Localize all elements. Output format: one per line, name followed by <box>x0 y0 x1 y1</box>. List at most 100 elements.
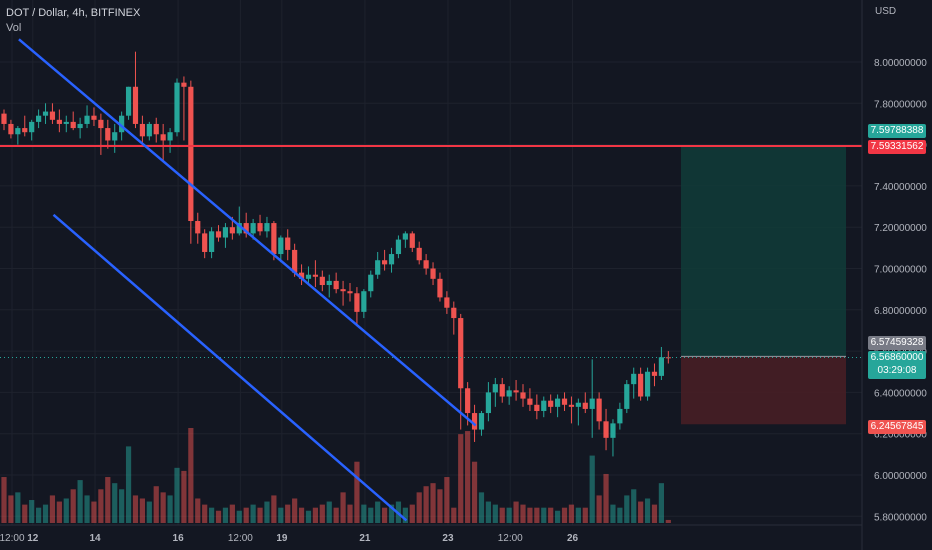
candle-body <box>382 260 388 265</box>
volume-bar <box>1 477 7 523</box>
price-tick-label: 5.80000000 <box>874 512 927 523</box>
volume-bar <box>610 504 616 523</box>
volume-bar <box>132 495 139 523</box>
volume-bar <box>56 501 62 523</box>
volume-bar <box>471 461 478 523</box>
volume-bar <box>319 504 325 523</box>
volume-bar <box>84 495 90 523</box>
candle-body <box>368 274 374 292</box>
channel-upper-line <box>18 38 477 427</box>
price-tick-label: 6.80000000 <box>874 306 927 317</box>
candle-body <box>409 233 415 248</box>
volume-bar <box>568 504 575 523</box>
axes <box>0 0 863 550</box>
volume-bar <box>561 507 568 523</box>
volume-bar <box>409 504 415 523</box>
candle-body <box>305 274 312 279</box>
candle-body <box>56 119 62 124</box>
candle-body <box>236 223 242 234</box>
candle-body <box>15 128 21 135</box>
volume-bar <box>215 510 222 523</box>
volume-bar <box>229 504 235 523</box>
candle-body <box>458 318 464 389</box>
candle-body <box>125 86 132 116</box>
volume-bar <box>423 486 429 523</box>
time-tick-label: 14 <box>89 533 101 544</box>
volume-bar <box>541 507 547 523</box>
volume-bar <box>492 504 498 523</box>
candle-body <box>492 384 498 393</box>
candle-body <box>319 276 325 286</box>
chart-legend: DOT / Dollar, 4h, BITFINEX Vol <box>6 6 140 36</box>
volume-bar <box>8 495 14 523</box>
volume-bar <box>312 507 318 523</box>
candle-body <box>555 398 561 407</box>
bar-countdown: 03:29:08 <box>877 365 917 376</box>
volume-bar <box>555 510 561 523</box>
volume-bar <box>278 507 284 523</box>
volume-bar <box>596 495 602 523</box>
volume-bar <box>236 510 242 523</box>
volume-bar <box>651 504 658 523</box>
candle-body <box>36 115 42 122</box>
candle-body <box>153 123 159 135</box>
volume-bar <box>437 489 443 523</box>
volume-bar <box>36 507 42 523</box>
candle-body <box>250 223 256 234</box>
volume-bar <box>499 507 505 523</box>
volume-bar <box>167 495 173 523</box>
candle-body <box>603 421 609 438</box>
volume-bar <box>534 507 540 523</box>
candle-body <box>354 293 360 312</box>
volume-bar <box>444 477 450 523</box>
volume-bar <box>575 507 581 523</box>
candle-body <box>105 128 111 141</box>
volume-bar <box>243 507 249 523</box>
volume-label[interactable]: Vol <box>6 22 22 34</box>
volume-bar <box>153 486 159 523</box>
candle-body <box>49 111 56 120</box>
currency-label: USD <box>875 6 897 17</box>
candle-body <box>361 291 367 312</box>
volume-bar <box>188 428 194 523</box>
symbol-title[interactable]: DOT / Dollar, 4h, BITFINEX <box>6 7 141 19</box>
time-axis-ticks[interactable]: 12:00 12 14 16 12:00 19 21 23 12:00 26 <box>0 533 579 544</box>
candle-body <box>596 398 602 422</box>
candle-body <box>395 239 402 255</box>
candle-body <box>658 357 664 376</box>
candle-body <box>478 413 485 430</box>
candle-body <box>77 123 83 129</box>
candle-body <box>209 231 215 252</box>
candle-body <box>548 400 554 407</box>
candle-body <box>264 223 270 232</box>
volume-bar <box>638 501 644 523</box>
volume-bar <box>624 495 630 523</box>
candle-body <box>568 404 575 407</box>
volume-bar <box>658 483 664 523</box>
volume-bar <box>222 507 229 523</box>
volume-bar <box>174 467 180 523</box>
candle-body <box>98 119 104 129</box>
volume-bar <box>139 498 145 523</box>
time-tick-label: 23 <box>442 533 454 544</box>
candle-body <box>8 123 14 135</box>
candle-body <box>119 115 125 133</box>
candle-body <box>513 390 519 393</box>
candle-body <box>202 233 208 252</box>
candle-body <box>624 384 630 409</box>
candle-body <box>631 373 637 385</box>
time-tick-label: 12:00 <box>0 533 25 544</box>
time-tick-label: 26 <box>567 533 579 544</box>
volume-bar <box>617 507 623 523</box>
candle-body <box>84 115 90 124</box>
volume-bar <box>451 507 457 523</box>
candle-body <box>91 115 97 120</box>
volume-bar <box>202 504 208 523</box>
overlay-lines <box>0 38 862 522</box>
candle-body <box>181 82 187 87</box>
volume-bar <box>333 507 339 523</box>
candle-body <box>589 398 595 409</box>
time-tick-label: 12 <box>27 533 39 544</box>
candle-body <box>402 233 408 240</box>
